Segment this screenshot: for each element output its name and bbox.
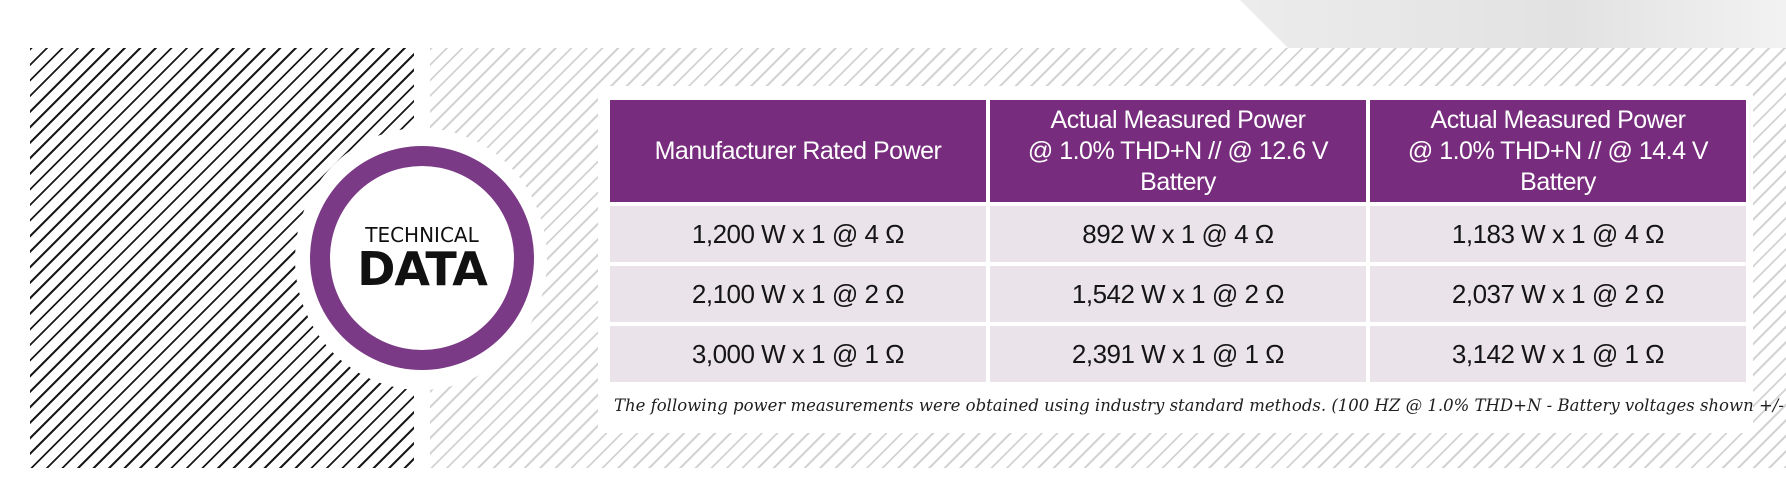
badge-center: TECHNICAL DATA	[330, 166, 514, 350]
technical-data-badge: TECHNICAL DATA	[310, 146, 534, 370]
table-row: 2,100 W x 1 @ 2 Ω 1,542 W x 1 @ 2 Ω 2,03…	[610, 266, 1746, 322]
table-cell: 1,183 W x 1 @ 4 Ω	[1370, 206, 1746, 262]
badge-top-text: TECHNICAL	[365, 223, 479, 247]
header-measured-14v: Actual Measured Power @ 1.0% THD+N // @ …	[1370, 100, 1746, 202]
header-measured-12v: Actual Measured Power @ 1.0% THD+N // @ …	[990, 100, 1366, 202]
header-rated-power: Manufacturer Rated Power	[610, 100, 986, 202]
header-line: @ 1.0% THD+N // @ 14.4 V Battery	[1407, 136, 1709, 196]
table-cell: 2,037 W x 1 @ 2 Ω	[1370, 266, 1746, 322]
table-row: 3,000 W x 1 @ 1 Ω 2,391 W x 1 @ 1 Ω 3,14…	[610, 326, 1746, 382]
table-header-row: Manufacturer Rated Power Actual Measured…	[610, 100, 1746, 202]
badge-main-text: DATA	[357, 242, 488, 296]
table-cell: 2,100 W x 1 @ 2 Ω	[610, 266, 986, 322]
table-cell: 3,000 W x 1 @ 1 Ω	[610, 326, 986, 382]
table-cell: 3,142 W x 1 @ 1 Ω	[1370, 326, 1746, 382]
table-cell: 2,391 W x 1 @ 1 Ω	[990, 326, 1366, 382]
table-row: 1,200 W x 1 @ 4 Ω 892 W x 1 @ 4 Ω 1,183 …	[610, 206, 1746, 262]
header-line: @ 1.0% THD+N // @ 12.6 V Battery	[1027, 136, 1329, 196]
table-cell: 1,542 W x 1 @ 2 Ω	[990, 266, 1366, 322]
power-spec-table: Manufacturer Rated Power Actual Measured…	[606, 96, 1750, 386]
table-cell: 892 W x 1 @ 4 Ω	[990, 206, 1366, 262]
table-cell: 1,200 W x 1 @ 4 Ω	[610, 206, 986, 262]
header-line: Actual Measured Power	[1050, 105, 1306, 134]
header-line: Manufacturer Rated Power	[654, 136, 942, 165]
measurement-footnote: The following power measurements were ob…	[614, 396, 1786, 415]
spec-card: Manufacturer Rated Power Actual Measured…	[598, 86, 1786, 433]
header-line: Actual Measured Power	[1430, 105, 1686, 134]
